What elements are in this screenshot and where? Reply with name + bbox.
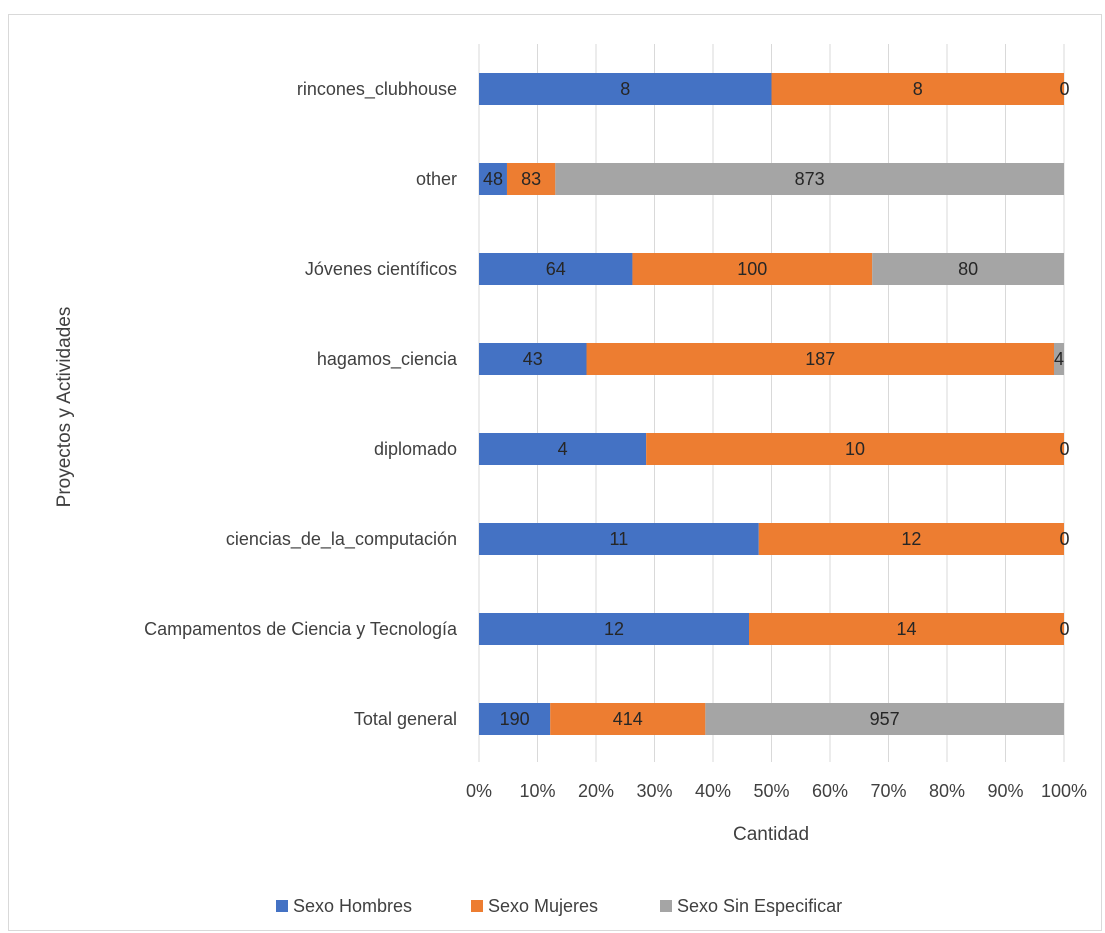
data-label: 43 [523, 349, 543, 369]
data-label: 957 [870, 709, 900, 729]
data-label: 873 [795, 169, 825, 189]
data-label: 8 [620, 79, 630, 99]
bar-segment [646, 433, 1064, 465]
data-label: 100 [737, 259, 767, 279]
data-label: 64 [546, 259, 566, 279]
bar-segment [479, 433, 647, 465]
bar-segment [705, 703, 1064, 735]
data-label: 4 [558, 439, 568, 459]
data-label: 0 [1059, 619, 1069, 639]
data-label: 414 [613, 709, 643, 729]
x-axis-title: Cantidad [733, 824, 809, 845]
x-tick-label: 10% [519, 781, 555, 801]
category-label: diplomado [374, 439, 457, 459]
bar-segment [555, 163, 1064, 195]
data-label: 12 [901, 529, 921, 549]
data-label: 4 [1054, 349, 1064, 369]
x-tick-label: 30% [636, 781, 672, 801]
y-axis-title: Proyectos y Actividades [54, 307, 75, 508]
bar-segment [479, 253, 633, 285]
legend: Sexo Hombres Sexo Mujeres Sexo Sin Especif… [276, 896, 842, 916]
x-tick-label: 60% [812, 781, 848, 801]
bar-segment [749, 613, 1064, 645]
data-label: 10 [845, 439, 865, 459]
data-label: 11 [610, 529, 629, 549]
bar-segment [479, 613, 749, 645]
data-label: 14 [896, 619, 916, 639]
bar-segment [479, 523, 759, 555]
x-tick-label: 0% [466, 781, 492, 801]
data-label: 12 [604, 619, 624, 639]
legend-label: Sexo Sin Especificar [677, 896, 842, 916]
data-label: 0 [1059, 439, 1069, 459]
data-label: 0 [1059, 529, 1069, 549]
bar-segment [479, 343, 587, 375]
x-tick-label: 100% [1041, 781, 1087, 801]
data-label: 0 [1059, 79, 1069, 99]
bar-segment [550, 703, 706, 735]
bars [479, 73, 1064, 735]
category-label: Jóvenes científicos [305, 259, 457, 279]
bar-segment [586, 343, 1054, 375]
x-tick-label: 40% [695, 781, 731, 801]
bar-segment [771, 73, 1064, 105]
category-label: Total general [354, 709, 457, 729]
data-label: 80 [958, 259, 978, 279]
bar-segment [872, 253, 1064, 285]
bar-segment [479, 73, 772, 105]
x-tick-label: 80% [929, 781, 965, 801]
legend-swatch [276, 900, 288, 912]
x-tick-label: 20% [578, 781, 614, 801]
category-label: other [416, 169, 457, 189]
bar-segment [479, 163, 507, 195]
bar-segment [758, 523, 1064, 555]
gridlines [478, 44, 1065, 762]
category-label: hagamos_ciencia [317, 349, 458, 370]
legend-label: Sexo Mujeres [488, 896, 598, 916]
legend-swatch [660, 900, 672, 912]
data-label: 8 [913, 79, 923, 99]
data-label: 83 [521, 169, 541, 189]
legend-swatch [471, 900, 483, 912]
category-label: ciencias_de_la_computación [226, 529, 457, 550]
legend-label: Sexo Hombres [293, 896, 412, 916]
x-tick-label: 70% [870, 781, 906, 801]
bar-segment [632, 253, 873, 285]
x-tick-label: 90% [987, 781, 1023, 801]
data-label: 190 [500, 709, 530, 729]
category-label: Campamentos de Ciencia y Tecnología [144, 619, 458, 639]
x-tick-label: 50% [753, 781, 789, 801]
category-label: rincones_clubhouse [297, 79, 457, 100]
bar-segment [506, 163, 556, 195]
x-tick-labels: 0% 10% 20% 30% 40% 50% 60% 70% 80% 90% 100% [466, 781, 1087, 801]
bar-segment [1054, 343, 1064, 375]
data-label: 187 [805, 349, 835, 369]
data-label: 48 [483, 169, 503, 189]
bar-segment [479, 703, 551, 735]
